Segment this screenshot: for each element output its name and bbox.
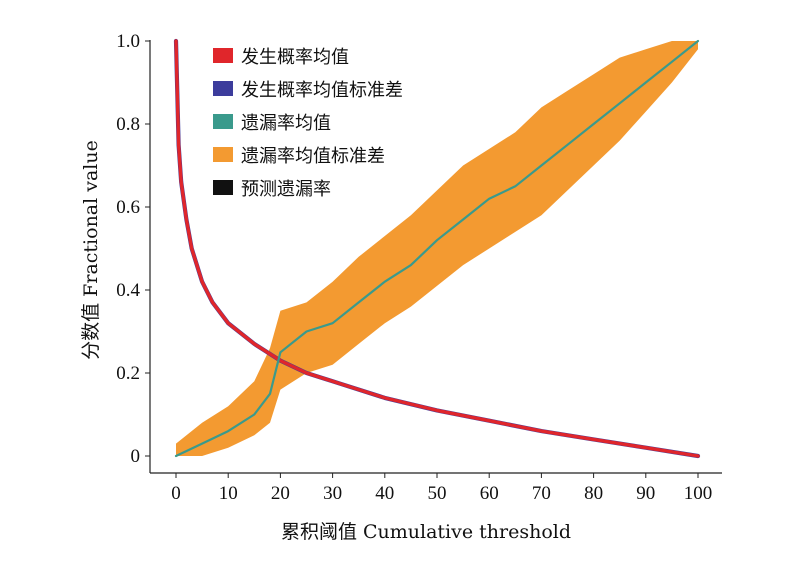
y-tick-label-5: 1.0 [116,31,140,52]
series-point-0-14 [488,420,490,422]
legend-swatch-2 [213,114,233,129]
series-point-2-4 [269,393,271,395]
series-point-2-17 [593,123,595,125]
series-point-0-9 [280,360,282,362]
series-point-2-12 [462,219,464,221]
x-tick-label-7: 70 [532,483,551,504]
legend-swatch-3 [213,147,233,162]
y-tick-label-0: 0 [131,446,141,467]
series-point-2-14 [515,186,517,188]
series-point-2-10 [410,264,412,266]
x-ticks-layer: 0 10 20 30 40 50 60 70 80 90 100 [171,473,712,504]
series-point-0-17 [645,447,647,449]
series-point-0-6 [212,302,214,304]
series-point-2-13 [488,198,490,200]
series-point-0-2 [180,181,182,183]
series-point-0-16 [593,439,595,441]
series-point-0-18 [697,455,699,457]
series-point-2-1 [201,443,203,445]
y-tick-label-4: 0.8 [116,114,140,135]
series-lines-layer [173,38,701,459]
y-tick-label-3: 0.6 [116,197,140,218]
series-point-2-8 [358,302,360,304]
x-tick-label-6: 60 [480,483,499,504]
series-point-0-5 [201,281,203,283]
series-line-2 [174,39,700,458]
series-point-2-2 [227,430,229,432]
series-point-2-20 [671,61,673,63]
x-tick-label-1: 10 [219,483,238,504]
series-point-0-10 [306,372,308,374]
x-tick-label-5: 50 [428,483,447,504]
series-point-0-13 [436,410,438,412]
x-tick-label-4: 40 [375,483,394,504]
series-point-2-18 [619,103,621,105]
axes-layer [149,40,722,474]
y-tick-label-2: 0.4 [116,280,140,301]
series-point-0-11 [332,381,334,383]
x-tick-label-3: 30 [323,483,342,504]
x-tick-label-0: 0 [171,483,181,504]
legend-label-3: 遗漏率均值标准差 [241,146,385,167]
series-point-0-15 [541,430,543,432]
series-point-0-1 [178,144,180,146]
series-point-0-0 [175,40,177,42]
legend-swatch-4 [213,180,233,195]
series-point-0-3 [186,219,188,221]
series-point-0-7 [227,322,229,324]
series-point-0-4 [191,248,193,250]
series-point-2-7 [332,322,334,324]
legend-label-4: 预测遗漏率 [241,179,331,200]
series-point-2-11 [436,239,438,241]
y-tick-label-1: 0.2 [116,363,140,384]
y-axis-label: 分数值 Fractional value [80,140,102,360]
legend-label-1: 发生概率均值标准差 [241,80,403,101]
x-tick-label-8: 80 [584,483,603,504]
x-tick-label-10: 100 [684,483,713,504]
legend-label-2: 遗漏率均值 [241,113,331,134]
series-point-2-16 [567,144,569,146]
series-point-2-19 [645,82,647,84]
series-point-2-9 [384,281,386,283]
legend-swatch-1 [213,81,233,96]
legend-swatch-0 [213,48,233,63]
y-ticks-layer: 0 0.2 0.4 0.6 0.8 1.0 [116,31,150,467]
x-axis-label: 累积阈值 Cumulative threshold [281,521,571,543]
series-line-0 [174,39,700,458]
series-point-2-0 [175,455,177,457]
series-point-2-21 [697,40,699,42]
x-tick-label-2: 20 [271,483,290,504]
series-point-0-12 [384,397,386,399]
series-point-0-8 [254,343,256,345]
x-tick-label-9: 90 [636,483,655,504]
series-point-2-3 [254,414,256,416]
legend-label-0: 发生概率均值 [241,47,349,68]
series-point-2-6 [306,331,308,333]
series-point-2-15 [541,165,543,167]
series-point-2-5 [280,352,282,354]
